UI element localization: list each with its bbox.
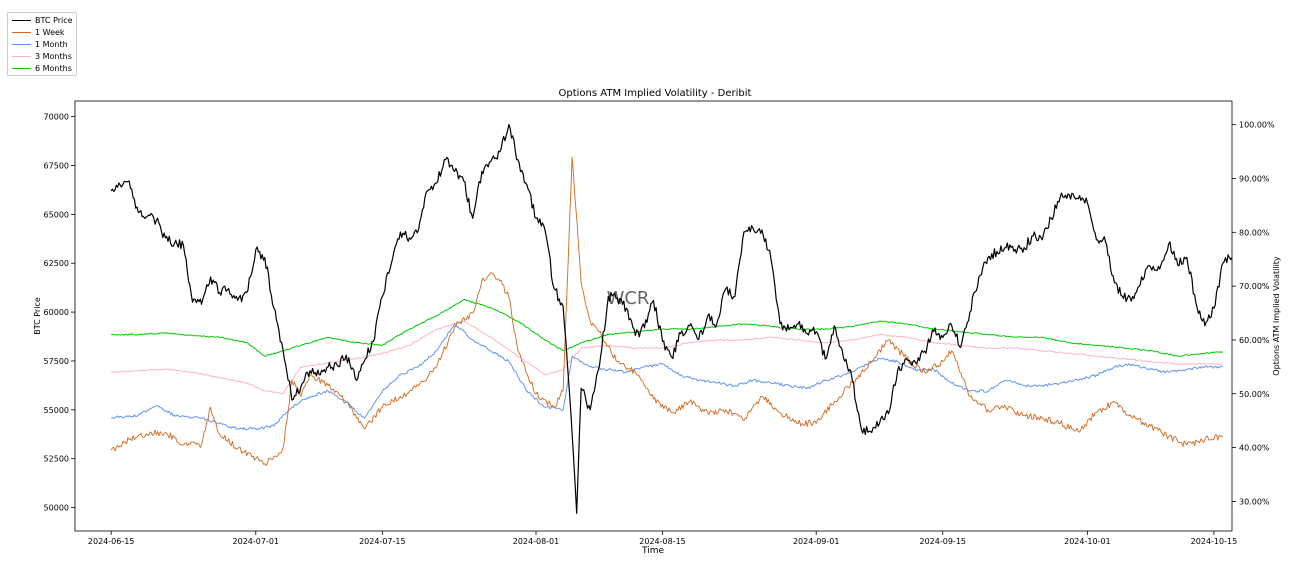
y-axis-right: 30.00% 40.00% 50.00% 60.00% 70.00% 80.00% 90.0… [1232,121,1275,506]
legend-swatch [12,56,31,57]
x-tick-label: 2024-08-15 [639,537,686,546]
series-layer [110,123,1233,514]
y-right-tick-label: 70.00% [1239,282,1270,291]
legend-label: 3 Months [35,52,72,61]
series-line-1-month [111,323,1224,431]
y-right-tick-label: 80.00% [1239,228,1270,237]
legend-item: BTC Price [8,15,76,27]
chart-legend: BTC Price 1 Week 1 Month 3 Months 6 Mont… [7,12,77,76]
legend-label: BTC Price [35,16,73,25]
legend-item: 1 Month [8,39,76,51]
x-tick-label: 2024-08-01 [513,537,560,546]
legend-item: 1 Week [8,27,76,39]
x-tick-label: 2024-07-15 [359,537,406,546]
x-axis-label: Time [641,546,664,556]
legend-item: 6 Months [8,63,76,75]
legend-swatch [12,44,31,45]
y-left-tick-label: 57500 [44,357,69,366]
chart-title: Options ATM Implied Volatility - Deribit [559,88,752,99]
legend-swatch [12,32,31,33]
legend-item: 3 Months [8,51,76,63]
y-right-tick-label: 60.00% [1239,336,1270,345]
y-right-tick-label: 100.00% [1239,121,1275,130]
legend-swatch [12,20,31,21]
legend-swatch [12,68,31,69]
y-left-tick-label: 50000 [44,504,69,513]
x-tick-label: 2024-10-01 [1064,537,1111,546]
y-axis-left: 50000 52500 55000 57500 60000 62500 65000 67500… [44,113,75,513]
x-axis: 2024-06-15 2024-07-01 2024-07-15 2024-08-01… [88,531,1237,546]
y-left-tick-label: 65000 [44,210,69,219]
y-right-tick-label: 90.00% [1239,174,1270,183]
series-line-6-months [111,298,1224,357]
series-line-1-week [110,156,1224,466]
y-left-tick-label: 67500 [44,162,69,171]
y-left-tick-label: 52500 [44,455,69,464]
y-right-tick-label: 40.00% [1239,444,1270,453]
legend-label: 1 Month [35,40,68,49]
x-tick-label: 2024-06-15 [88,537,135,546]
x-tick-label: 2024-07-01 [233,537,280,546]
legend-label: 1 Week [35,28,65,37]
y-right-tick-label: 30.00% [1239,497,1270,506]
y-left-tick-label: 55000 [44,406,69,415]
y-left-tick-label: 62500 [44,259,69,268]
y-axis-right-label: Options ATM Implied Volatility [1272,256,1281,376]
legend-label: 6 Months [35,64,72,73]
series-line-btc-price [110,123,1233,514]
y-left-tick-label: 70000 [44,113,69,122]
y-axis-left-label: BTC Price [33,297,42,335]
x-tick-label: 2024-09-01 [793,537,840,546]
x-tick-label: 2024-09-15 [920,537,967,546]
y-right-tick-label: 50.00% [1239,390,1270,399]
plot-area [74,100,1233,532]
watermark-text: WCR [607,288,650,309]
y-left-tick-label: 60000 [44,308,69,317]
x-tick-label: 2024-10-15 [1191,537,1238,546]
